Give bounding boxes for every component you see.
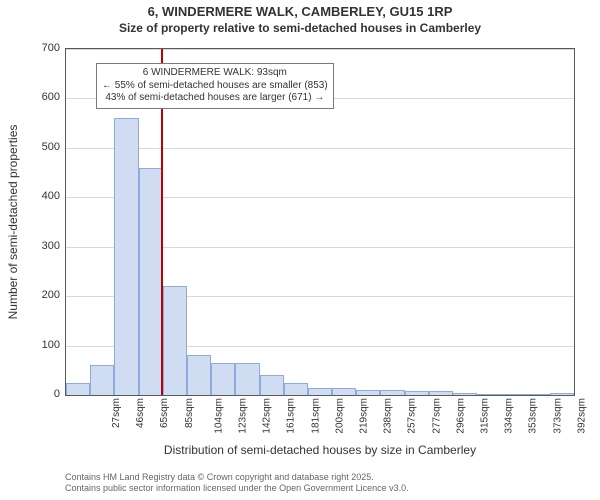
footer-line: Contains public sector information licen…: [65, 483, 409, 494]
histogram-bar: [332, 388, 356, 395]
y-tick-label: 600: [10, 91, 60, 103]
x-tick-label: 373sqm: [552, 398, 563, 434]
histogram-bar: [477, 394, 501, 395]
x-tick-label: 392sqm: [576, 398, 587, 434]
x-tick-label: 277sqm: [431, 398, 442, 434]
histogram-bar: [163, 286, 187, 395]
x-tick-label: 334sqm: [504, 398, 515, 434]
x-tick-label: 142sqm: [262, 398, 273, 434]
annotation-callout: 6 WINDERMERE WALK: 93sqm← 55% of semi-de…: [96, 63, 334, 109]
x-tick-label: 161sqm: [286, 398, 297, 434]
y-tick-label: 400: [10, 190, 60, 202]
x-tick-label: 104sqm: [213, 398, 224, 434]
gridline: [66, 49, 574, 50]
y-tick-label: 200: [10, 289, 60, 301]
x-tick-label: 219sqm: [359, 398, 370, 434]
y-tick-label: 100: [10, 339, 60, 351]
histogram-bar: [284, 383, 308, 395]
footer-attribution: Contains HM Land Registry data © Crown c…: [65, 472, 409, 495]
histogram-bar: [453, 393, 477, 395]
x-tick-label: 257sqm: [407, 398, 418, 434]
annotation-line: 43% of semi-detached houses are larger (…: [102, 92, 328, 105]
x-tick-label: 200sqm: [334, 398, 345, 434]
histogram-bar: [66, 383, 90, 395]
histogram-bar: [187, 355, 211, 395]
x-axis-label: Distribution of semi-detached houses by …: [65, 443, 575, 457]
histogram-bar: [260, 375, 284, 395]
histogram-bar: [356, 390, 380, 395]
annotation-line: ← 55% of semi-detached houses are smalle…: [102, 80, 328, 93]
x-tick-label: 353sqm: [528, 398, 539, 434]
x-tick-label: 65sqm: [159, 398, 170, 428]
y-tick-label: 700: [10, 42, 60, 54]
histogram-bar: [139, 168, 163, 395]
x-tick-label: 181sqm: [310, 398, 321, 434]
x-tick-label: 238sqm: [383, 398, 394, 434]
histogram-bar: [526, 394, 550, 395]
y-tick-label: 500: [10, 141, 60, 153]
chart-page: 6, WINDERMERE WALK, CAMBERLEY, GU15 1RP …: [0, 0, 600, 500]
histogram-bar: [501, 394, 525, 395]
annotation-line: 6 WINDERMERE WALK: 93sqm: [102, 67, 328, 80]
x-tick-label: 315sqm: [480, 398, 491, 434]
gridline: [66, 148, 574, 149]
histogram-bar: [90, 365, 114, 395]
histogram-bar: [114, 118, 138, 395]
chart-plot-area: 6 WINDERMERE WALK: 93sqm← 55% of semi-de…: [65, 48, 575, 396]
x-tick-label: 85sqm: [184, 398, 195, 428]
footer-line: Contains HM Land Registry data © Crown c…: [65, 472, 409, 483]
y-tick-label: 300: [10, 240, 60, 252]
title-block: 6, WINDERMERE WALK, CAMBERLEY, GU15 1RP …: [0, 0, 600, 35]
x-tick-label: 46sqm: [135, 398, 146, 428]
histogram-bar: [405, 391, 429, 395]
histogram-bar: [308, 388, 332, 395]
histogram-bar: [550, 393, 574, 395]
histogram-bar: [380, 390, 404, 395]
histogram-bar: [429, 391, 453, 395]
histogram-bar: [211, 363, 235, 395]
histogram-bar: [235, 363, 259, 395]
x-tick-label: 123sqm: [238, 398, 249, 434]
page-subtitle: Size of property relative to semi-detach…: [0, 21, 600, 35]
page-title: 6, WINDERMERE WALK, CAMBERLEY, GU15 1RP: [0, 4, 600, 19]
x-tick-label: 27sqm: [111, 398, 122, 428]
x-tick-label: 296sqm: [455, 398, 466, 434]
y-tick-label: 0: [10, 388, 60, 400]
